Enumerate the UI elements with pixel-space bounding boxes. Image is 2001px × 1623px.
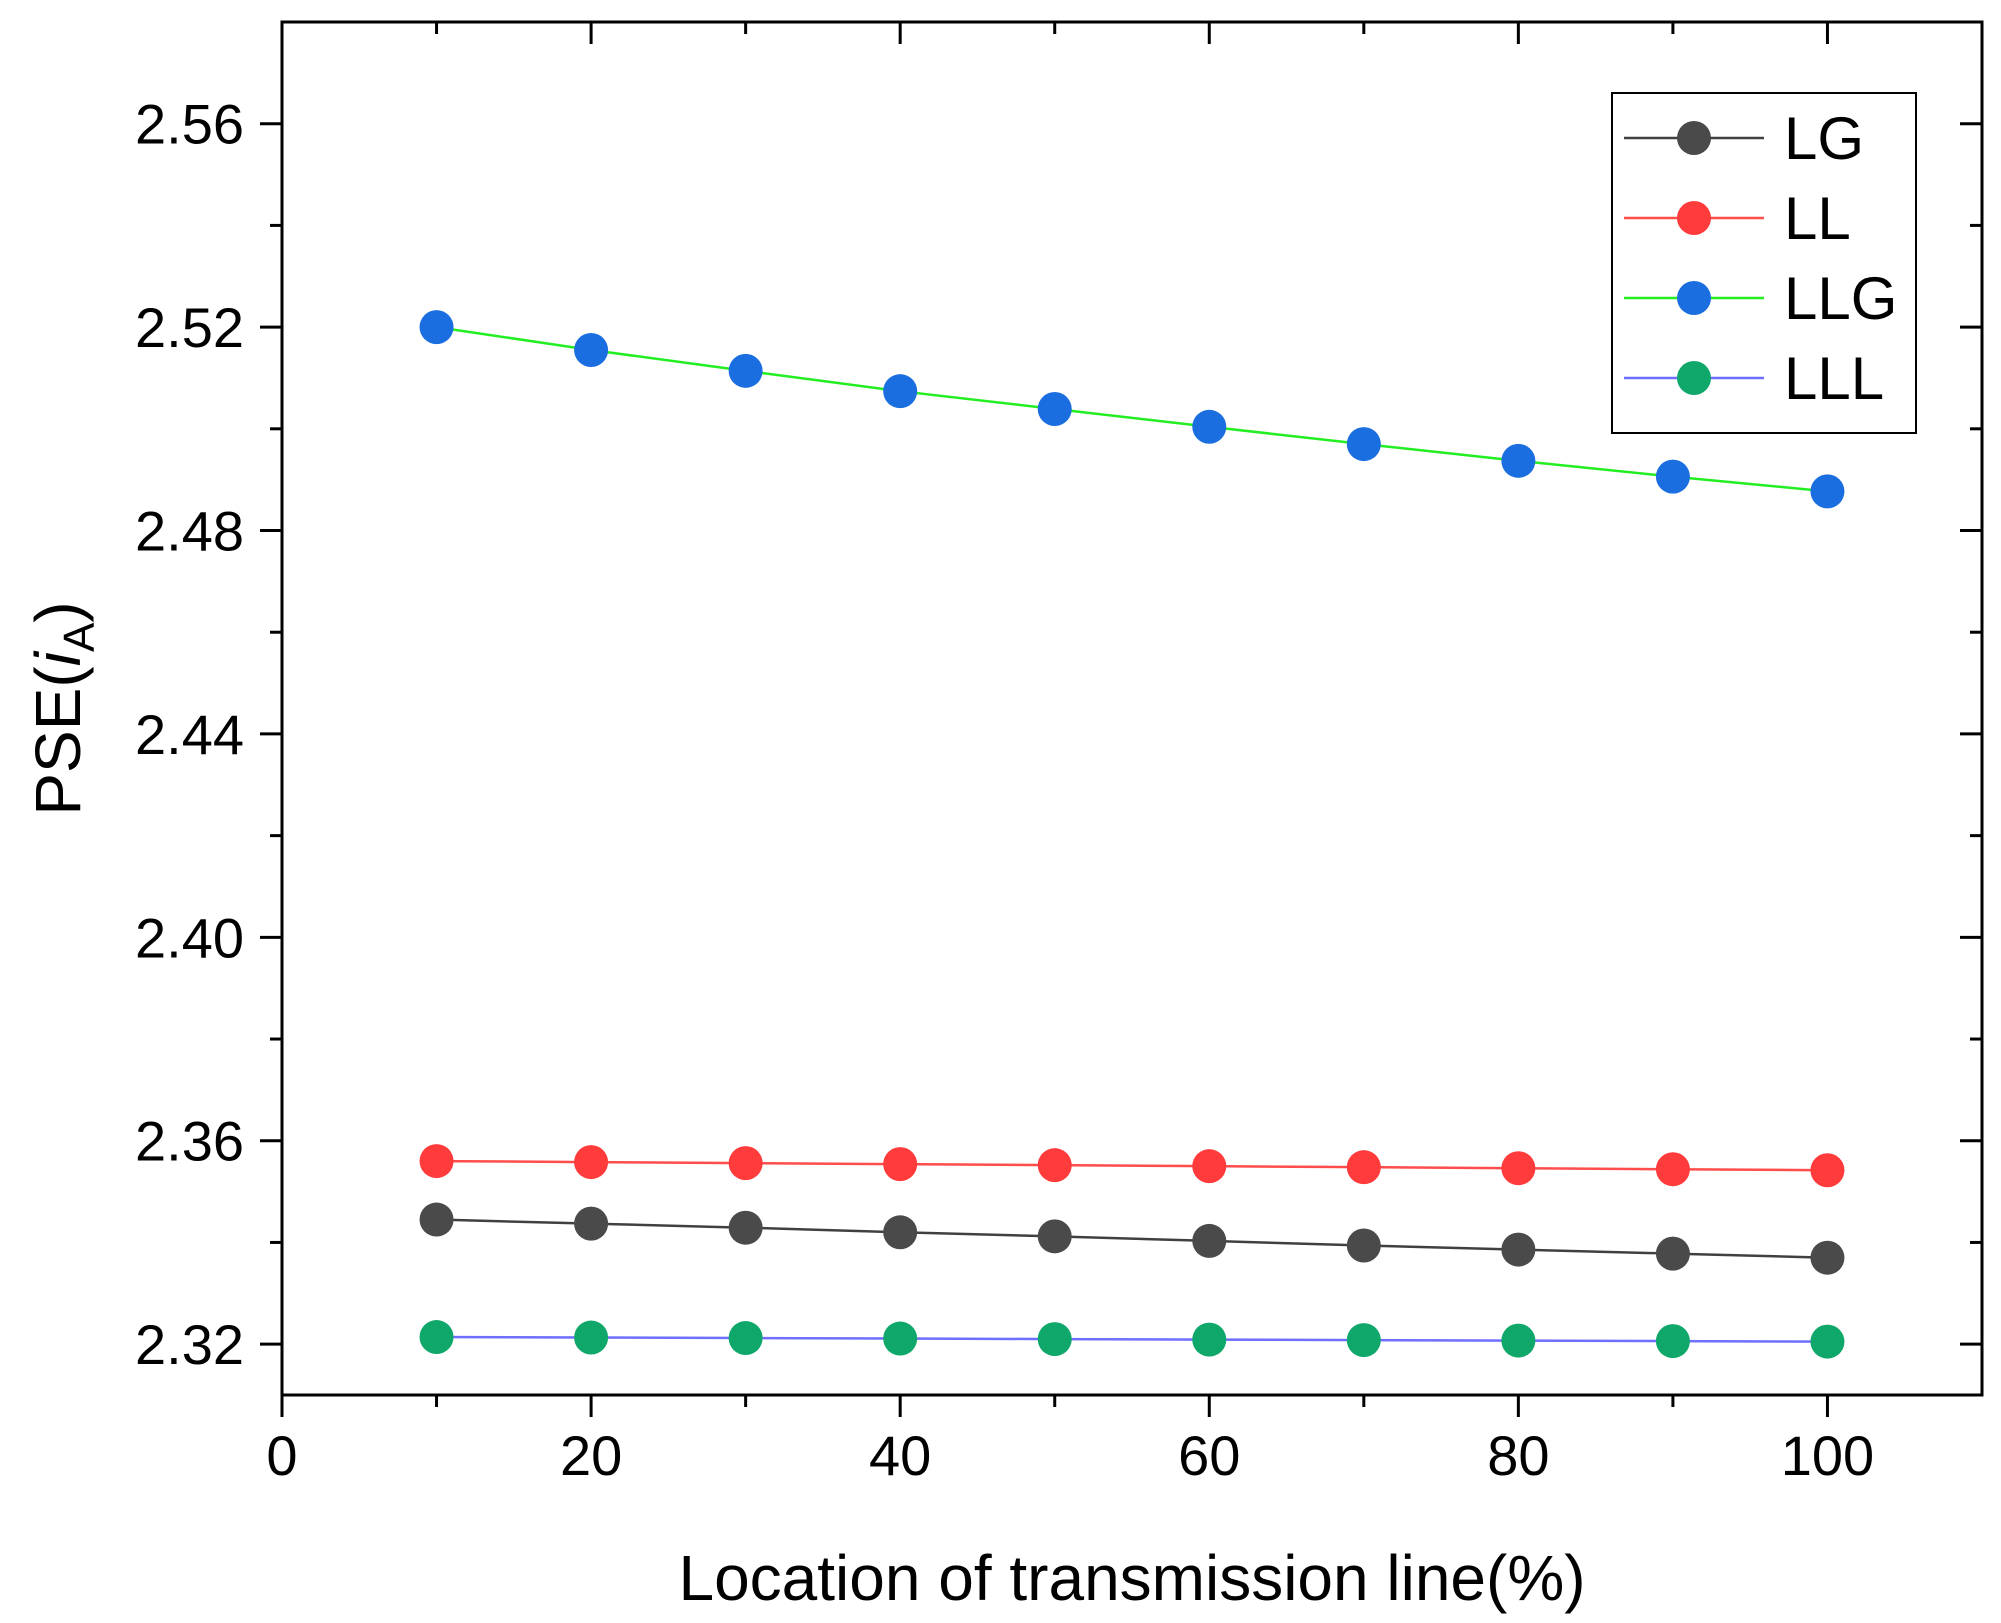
y-tick-label: 2.40 xyxy=(135,906,244,969)
data-point-lll xyxy=(728,1321,763,1356)
data-point-lll xyxy=(574,1320,609,1355)
series-line-lll xyxy=(436,1335,1828,1343)
data-point-lll xyxy=(1655,1324,1690,1359)
y-axis-title-subscript: A xyxy=(55,622,104,652)
legend-box xyxy=(1611,92,1917,434)
data-point-llg xyxy=(1192,409,1227,444)
y-tick-label: 2.48 xyxy=(135,500,244,563)
data-point-ll xyxy=(1192,1149,1227,1184)
data-point-lll xyxy=(883,1321,918,1356)
y-axis-title-close: ) xyxy=(22,601,94,622)
data-point-lll xyxy=(1037,1322,1072,1357)
x-tick-label: 80 xyxy=(1487,1424,1549,1487)
x-tick-label: 100 xyxy=(1781,1424,1874,1487)
data-point-lg xyxy=(1037,1219,1072,1254)
data-point-lll xyxy=(1501,1323,1536,1358)
data-point-ll xyxy=(1810,1153,1845,1188)
data-point-llg xyxy=(574,332,609,367)
y-tick-label: 2.36 xyxy=(135,1110,244,1173)
series-line-ll xyxy=(436,1159,1828,1172)
legend-label-lg: LG xyxy=(1784,105,1864,172)
data-point-lll xyxy=(1346,1323,1381,1358)
y-axis-title-main: PSE( xyxy=(22,666,94,815)
y-tick-label: 2.44 xyxy=(135,703,244,766)
legend-marker-ll xyxy=(1677,201,1711,235)
x-axis-title: Location of transmission line(%) xyxy=(678,1542,1585,1614)
y-axis-title: PSE(iA) xyxy=(22,601,104,815)
data-point-lll xyxy=(1810,1324,1845,1359)
x-tick-label: 60 xyxy=(1178,1424,1240,1487)
data-point-ll xyxy=(574,1145,609,1180)
data-point-ll xyxy=(1346,1150,1381,1185)
x-tick-label: 0 xyxy=(266,1424,297,1487)
data-point-lg xyxy=(419,1202,454,1237)
data-point-llg xyxy=(1501,443,1536,478)
data-point-llg xyxy=(1346,427,1381,462)
series-line-lg xyxy=(436,1218,1828,1259)
data-point-lg xyxy=(1655,1236,1690,1271)
data-point-llg xyxy=(883,374,918,409)
legend-label-lll: LLL xyxy=(1784,345,1884,412)
data-point-llg xyxy=(1810,474,1845,509)
legend-marker-lll xyxy=(1677,361,1711,395)
data-point-lll xyxy=(419,1320,454,1355)
data-point-lg xyxy=(728,1210,763,1245)
data-point-llg xyxy=(1037,391,1072,426)
y-tick-label: 2.56 xyxy=(135,93,244,156)
data-point-lg xyxy=(1346,1228,1381,1263)
legend-label-llg: LLG xyxy=(1784,265,1897,332)
data-point-ll xyxy=(1501,1151,1536,1186)
y-tick-label: 2.52 xyxy=(135,296,244,359)
data-point-ll xyxy=(1037,1148,1072,1183)
data-point-lg xyxy=(574,1206,609,1241)
legend-label-ll: LL xyxy=(1784,185,1851,252)
data-point-lg xyxy=(883,1215,918,1250)
y-tick-label: 2.32 xyxy=(135,1313,244,1376)
data-point-lg xyxy=(1810,1240,1845,1275)
data-point-lll xyxy=(1192,1322,1227,1357)
data-point-ll xyxy=(1655,1152,1690,1187)
data-point-llg xyxy=(419,310,454,345)
data-point-ll xyxy=(883,1147,918,1182)
data-point-lg xyxy=(1501,1232,1536,1267)
data-point-llg xyxy=(728,353,763,388)
legend-marker-llg xyxy=(1677,281,1711,315)
data-point-llg xyxy=(1655,459,1690,494)
series-line-llg xyxy=(436,325,1828,493)
y-axis-title-symbol: i xyxy=(22,650,94,666)
data-point-ll xyxy=(728,1146,763,1181)
data-point-ll xyxy=(419,1144,454,1179)
plot-frame xyxy=(280,20,1984,1397)
x-tick-label: 20 xyxy=(560,1424,622,1487)
data-point-lg xyxy=(1192,1223,1227,1258)
legend-marker-lg xyxy=(1677,121,1711,155)
x-tick-label: 40 xyxy=(869,1424,931,1487)
